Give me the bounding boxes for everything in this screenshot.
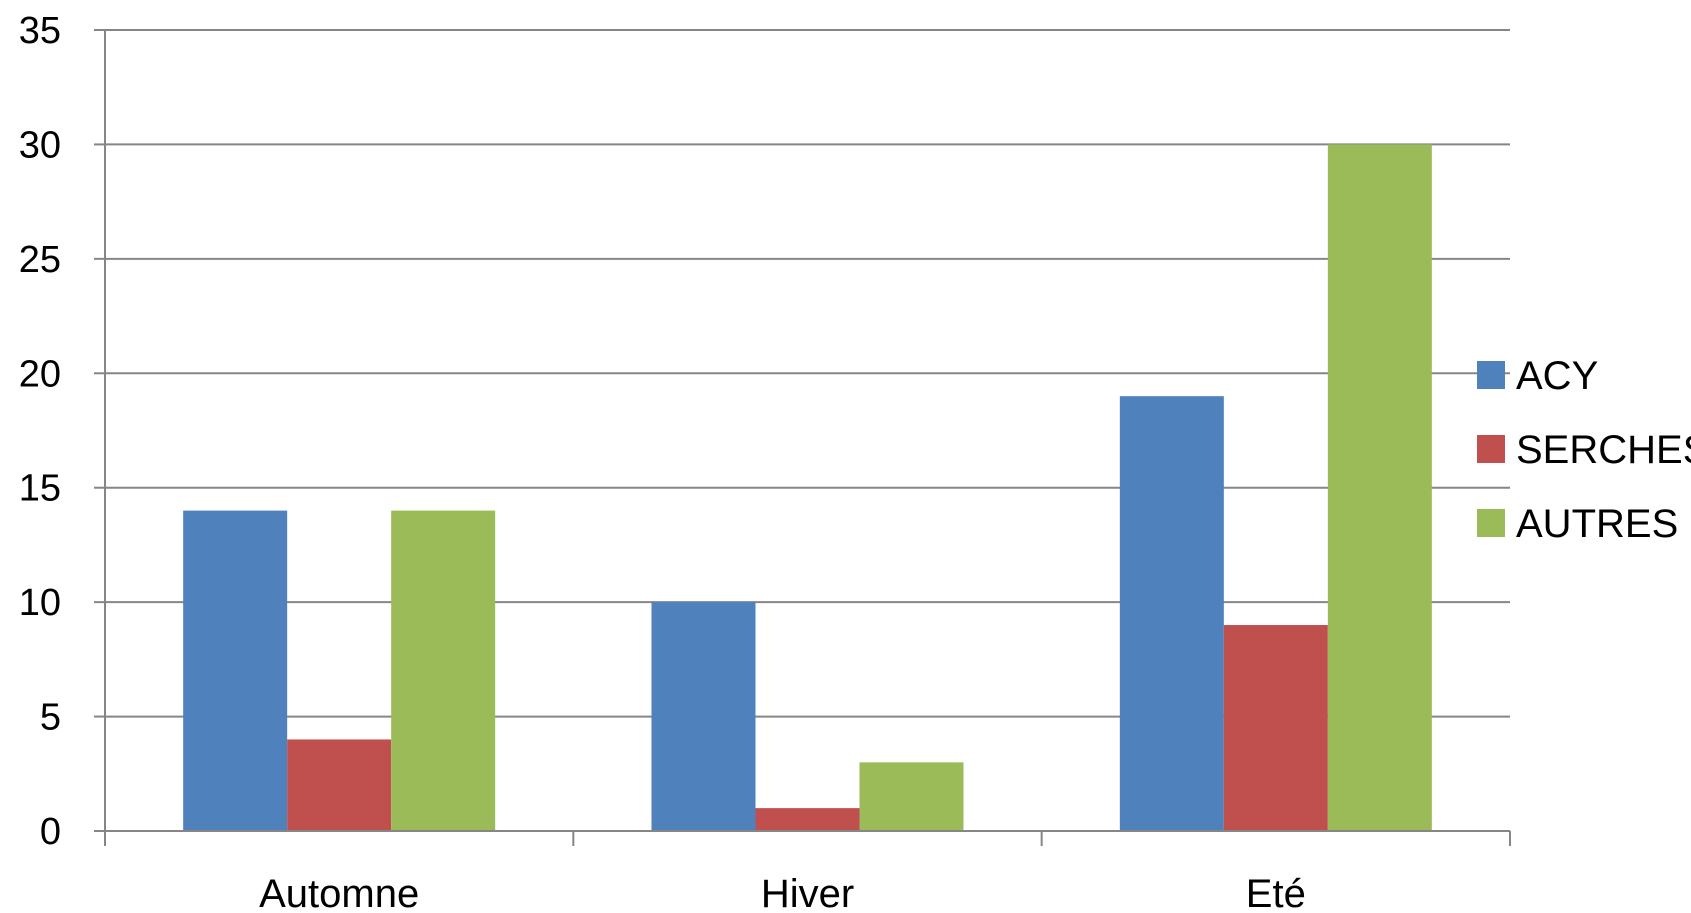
x-axis-category-labels: Automne Hiver Eté <box>259 872 1306 913</box>
bar-serches-0 <box>287 739 392 831</box>
x-category-label: Hiver <box>761 872 854 913</box>
bar-autres-1 <box>859 762 964 831</box>
bar-acy-2 <box>1119 396 1224 831</box>
axes <box>94 29 1511 846</box>
gridlines <box>105 29 1510 718</box>
y-tick-label: 35 <box>19 10 61 52</box>
y-tick-label: 10 <box>19 582 61 624</box>
legend-label-acy: ACY <box>1516 354 1598 398</box>
legend-swatch-serches <box>1477 435 1505 463</box>
y-axis-tick-labels: 0 5 10 15 20 25 30 35 <box>19 10 61 853</box>
bar-autres-0 <box>391 510 496 831</box>
bars <box>183 144 1432 831</box>
y-tick-label: 20 <box>19 353 61 395</box>
x-category-label: Eté <box>1246 872 1306 913</box>
legend: ACY SERCHES AUTRES <box>1477 354 1691 546</box>
bar-serches-1 <box>755 808 860 831</box>
bar-autres-2 <box>1327 144 1432 831</box>
y-tick-label: 25 <box>19 239 61 281</box>
legend-label-autres: AUTRES <box>1516 502 1678 546</box>
y-tick-label: 5 <box>40 697 61 739</box>
y-tick-label: 0 <box>40 811 61 853</box>
y-tick-label: 15 <box>19 468 61 510</box>
x-category-label: Automne <box>259 872 419 913</box>
bar-serches-2 <box>1223 625 1328 831</box>
legend-label-serches: SERCHES <box>1516 428 1691 472</box>
legend-swatch-autres <box>1477 509 1505 537</box>
bar-acy-0 <box>183 510 288 831</box>
y-tick-label: 30 <box>19 124 61 166</box>
bar-acy-1 <box>651 602 756 831</box>
legend-swatch-acy <box>1477 361 1505 389</box>
